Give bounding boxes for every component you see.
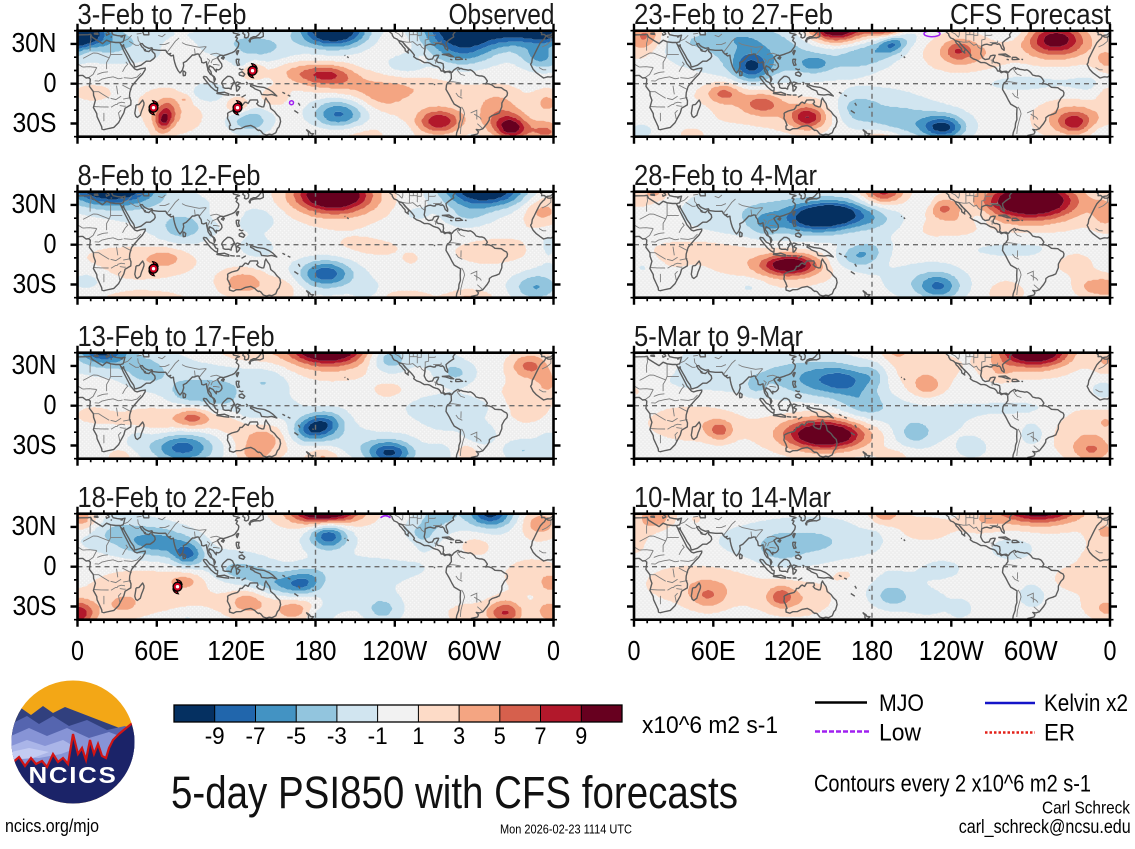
svg-text:5: 5 bbox=[494, 723, 506, 750]
svg-text:30S: 30S bbox=[13, 590, 57, 621]
svg-text:30N: 30N bbox=[12, 27, 57, 58]
svg-text:Observed: Observed bbox=[449, 0, 555, 31]
svg-text:23-Feb to 27-Feb: 23-Feb to 27-Feb bbox=[634, 0, 833, 31]
svg-text:180: 180 bbox=[295, 635, 337, 666]
svg-text:0: 0 bbox=[547, 635, 560, 666]
svg-text:-7: -7 bbox=[246, 723, 266, 750]
svg-text:Mon 2026-02-23 1114 UTC: Mon 2026-02-23 1114 UTC bbox=[500, 822, 632, 837]
svg-text:9: 9 bbox=[575, 723, 587, 750]
svg-text:-3: -3 bbox=[327, 723, 347, 750]
svg-text:0: 0 bbox=[44, 228, 57, 259]
svg-text:7: 7 bbox=[535, 723, 547, 750]
svg-text:0: 0 bbox=[1104, 635, 1117, 666]
svg-text:Low: Low bbox=[879, 720, 922, 747]
svg-text:0: 0 bbox=[44, 389, 57, 420]
svg-text:60E: 60E bbox=[134, 635, 179, 666]
svg-text:28-Feb to 4-Mar: 28-Feb to 4-Mar bbox=[634, 160, 817, 192]
svg-text:60W: 60W bbox=[447, 635, 502, 666]
svg-text:30N: 30N bbox=[12, 510, 57, 541]
svg-text:1: 1 bbox=[412, 723, 424, 750]
svg-text:30S: 30S bbox=[13, 429, 57, 460]
svg-text:10-Mar to 14-Mar: 10-Mar to 14-Mar bbox=[634, 482, 831, 514]
svg-text:8-Feb to 12-Feb: 8-Feb to 12-Feb bbox=[78, 160, 261, 192]
svg-text:MJO: MJO bbox=[879, 690, 924, 717]
svg-text:120E: 120E bbox=[207, 635, 265, 666]
svg-text:Carl Schreck: Carl Schreck bbox=[1042, 798, 1130, 818]
svg-text:3-Feb to 7-Feb: 3-Feb to 7-Feb bbox=[78, 0, 247, 31]
svg-text:0: 0 bbox=[71, 635, 84, 666]
svg-text:120E: 120E bbox=[764, 635, 822, 666]
svg-text:x10^6 m2 s-1: x10^6 m2 s-1 bbox=[642, 712, 778, 739]
svg-text:Contours every 2 x10^6 m2 s-1: Contours every 2 x10^6 m2 s-1 bbox=[814, 771, 1091, 798]
svg-text:0: 0 bbox=[44, 67, 57, 98]
svg-text:3: 3 bbox=[453, 723, 465, 750]
svg-text:0: 0 bbox=[628, 635, 641, 666]
svg-text:13-Feb to 17-Feb: 13-Feb to 17-Feb bbox=[78, 321, 275, 353]
svg-text:5-Mar to 9-Mar: 5-Mar to 9-Mar bbox=[634, 321, 803, 353]
svg-text:Kelvin x2: Kelvin x2 bbox=[1044, 690, 1128, 717]
svg-text:60W: 60W bbox=[1004, 635, 1059, 666]
svg-text:30N: 30N bbox=[12, 188, 57, 219]
svg-text:0: 0 bbox=[44, 550, 57, 581]
svg-text:120W: 120W bbox=[362, 635, 427, 666]
svg-text:ER: ER bbox=[1044, 720, 1075, 747]
svg-text:30S: 30S bbox=[13, 268, 57, 299]
svg-text:-1: -1 bbox=[368, 723, 388, 750]
svg-text:CFS Forecast: CFS Forecast bbox=[950, 0, 1111, 31]
svg-text:carl_schreck@ncsu.edu: carl_schreck@ncsu.edu bbox=[959, 817, 1131, 838]
svg-text:NCICS: NCICS bbox=[29, 762, 118, 788]
svg-text:30S: 30S bbox=[13, 107, 57, 138]
svg-text:60E: 60E bbox=[691, 635, 736, 666]
svg-text:5-day PSI850 with CFS forecast: 5-day PSI850 with CFS forecasts bbox=[171, 767, 738, 818]
svg-text:120W: 120W bbox=[919, 635, 984, 666]
svg-text:-5: -5 bbox=[286, 723, 306, 750]
svg-text:180: 180 bbox=[851, 635, 893, 666]
svg-text:30N: 30N bbox=[12, 349, 57, 380]
svg-text:-9: -9 bbox=[205, 723, 225, 750]
svg-text:18-Feb to 22-Feb: 18-Feb to 22-Feb bbox=[78, 482, 275, 514]
svg-text:ncics.org/mjo: ncics.org/mjo bbox=[5, 816, 99, 836]
